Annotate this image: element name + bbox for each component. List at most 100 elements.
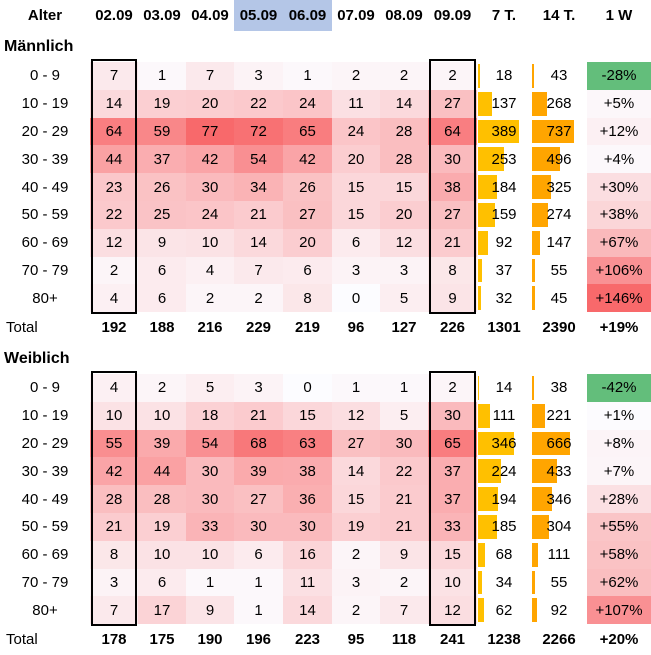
- sum-7-days-cell: 68: [477, 541, 531, 569]
- age-group-label: 40 - 49: [21, 490, 69, 508]
- day-value-cell: 6: [332, 228, 380, 257]
- day-value-cell: 65: [428, 429, 477, 458]
- sum-14-days-value: 45: [550, 289, 568, 307]
- day-value-cell: 22: [234, 89, 283, 118]
- day-value-cell: 15: [283, 401, 332, 430]
- day-value-cell: 55: [90, 429, 138, 458]
- sum-7-days-bar: [478, 542, 486, 567]
- week-change-cell: +28%: [587, 485, 651, 513]
- sum-7-days-cell: 137: [477, 90, 531, 118]
- day-value-cell: 27: [332, 429, 380, 458]
- day-value-cell: 21: [90, 513, 138, 541]
- week-change-cell: +55%: [587, 513, 651, 541]
- sum-14-days-cell: 55: [531, 257, 587, 285]
- week-change-cell: +106%: [587, 256, 651, 285]
- day-value-cell: 24: [283, 89, 332, 118]
- day-value-cell: 6: [283, 256, 332, 285]
- total-week-change: +19%: [599, 319, 639, 337]
- total-day-value: 118: [391, 631, 417, 649]
- sum-14-days-value: 274: [546, 206, 572, 224]
- header-05-09: 05.09: [234, 0, 283, 31]
- day-value-cell: 19: [138, 513, 186, 541]
- age-group-label: 40 - 49: [21, 178, 69, 196]
- sum-7-days-value: 62: [495, 601, 513, 619]
- sum-7-days-cell: 14: [477, 374, 531, 402]
- sum-7-days-cell: 37: [477, 257, 531, 285]
- day-value-cell: 2: [138, 374, 186, 402]
- day-value-cell: 28: [138, 485, 186, 513]
- sum-7-days-bar: [478, 119, 519, 144]
- sum-14-days-bar: [532, 570, 536, 595]
- day-value-cell: 28: [380, 145, 428, 174]
- header-1-w: 1 W: [587, 0, 651, 31]
- sum-7-days-value: 14: [495, 379, 513, 397]
- day-value-cell: 1: [234, 596, 283, 625]
- total-day-value: 95: [347, 631, 365, 649]
- total-day-value: 175: [149, 631, 175, 649]
- day-value-cell: 28: [90, 485, 138, 513]
- sum-7-days-value: 137: [491, 95, 517, 113]
- sum-14-days-value: 737: [546, 122, 572, 140]
- day-value-cell: 3: [90, 568, 138, 597]
- day-value-cell: 54: [186, 429, 234, 458]
- day-value-cell: 12: [90, 228, 138, 257]
- sum-7-days-cell: 62: [477, 596, 531, 624]
- day-value-cell: 10: [138, 540, 186, 569]
- day-value-cell: 63: [283, 429, 332, 458]
- header-14-t-: 14 T.: [531, 0, 587, 31]
- age-group-label: 20 - 29: [21, 122, 69, 140]
- sum-7-days-bar: [478, 459, 502, 484]
- day-value-cell: 24: [186, 201, 234, 229]
- day-value-cell: 1: [332, 374, 380, 402]
- sum-14-days-value: 147: [546, 234, 572, 252]
- week-change-cell: +146%: [587, 284, 651, 313]
- week-change-cell: +8%: [587, 429, 651, 458]
- day-value-cell: 6: [138, 568, 186, 597]
- day-value-cell: 9: [186, 596, 234, 625]
- day-value-cell: 21: [428, 228, 477, 257]
- day-value-cell: 0: [332, 284, 380, 313]
- sum-14-days-cell: 325: [531, 173, 587, 201]
- day-value-cell: 42: [283, 145, 332, 174]
- total-day-value: 178: [101, 631, 127, 649]
- total-label: Total: [6, 631, 38, 649]
- sum-7-days-cell: 32: [477, 284, 531, 312]
- age-group-label: 20 - 29: [21, 434, 69, 452]
- sum-7-days-value: 389: [491, 122, 517, 140]
- total-7-days: 1238: [487, 631, 521, 649]
- header-06-09: 06.09: [283, 0, 332, 31]
- day-value-cell: 30: [428, 401, 477, 430]
- day-value-cell: 54: [234, 145, 283, 174]
- sum-14-days-cell: 55: [531, 569, 587, 597]
- day-value-cell: 24: [332, 117, 380, 146]
- total-14-days: 2266: [542, 631, 576, 649]
- day-value-cell: 72: [234, 117, 283, 146]
- day-value-cell: 11: [283, 568, 332, 597]
- sum-7-days-bar: [478, 203, 495, 227]
- age-group-label: 50 - 59: [21, 206, 69, 224]
- day-value-cell: 15: [380, 173, 428, 201]
- sum-14-days-value: 92: [550, 601, 568, 619]
- sum-7-days-bar: [478, 147, 505, 172]
- sum-14-days-value: 433: [546, 462, 572, 480]
- sum-7-days-bar: [478, 286, 482, 311]
- age-group-label: 80+: [32, 601, 58, 619]
- sum-7-days-bar: [478, 258, 482, 283]
- day-value-cell: 30: [186, 173, 234, 201]
- day-value-cell: 2: [428, 374, 477, 402]
- sum-14-days-value: 346: [546, 490, 572, 508]
- sum-7-days-bar: [478, 487, 499, 511]
- sum-7-days-value: 68: [495, 546, 513, 564]
- day-value-cell: 30: [186, 485, 234, 513]
- day-value-cell: 33: [186, 513, 234, 541]
- day-value-cell: 39: [234, 457, 283, 486]
- sum-7-days-value: 37: [495, 261, 513, 279]
- sum-14-days-value: 221: [546, 407, 572, 425]
- day-value-cell: 2: [332, 540, 380, 569]
- day-value-cell: 10: [138, 401, 186, 430]
- sum-14-days-bar: [532, 376, 535, 400]
- sum-7-days-bar: [478, 64, 480, 88]
- sum-7-days-bar: [478, 431, 515, 456]
- total-week-change: +20%: [599, 631, 639, 649]
- sum-14-days-bar: [532, 147, 561, 172]
